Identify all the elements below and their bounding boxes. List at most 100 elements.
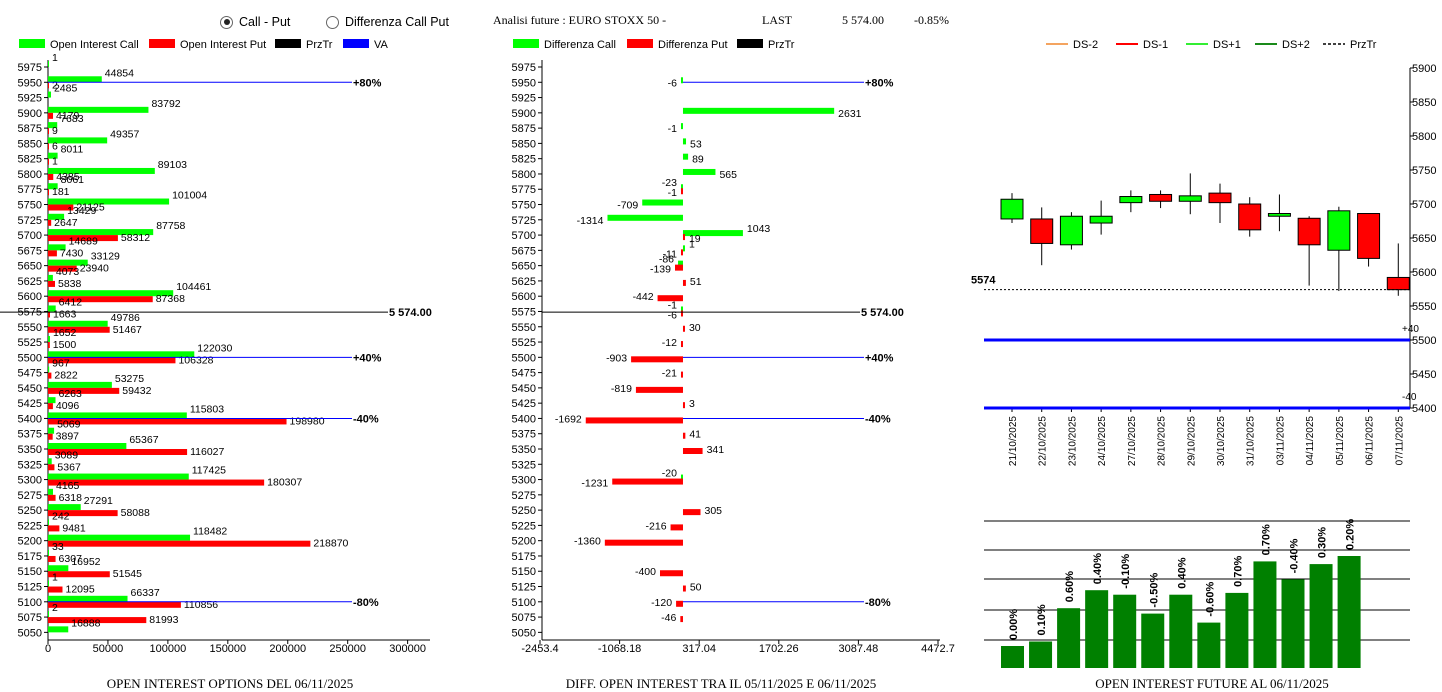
y-tick-label: 5375 — [18, 429, 42, 441]
y-tick-label: 5700 — [512, 230, 536, 242]
put-bar — [48, 433, 53, 440]
put-diff-label: -46 — [661, 612, 676, 624]
y-tick-label: 5625 — [18, 276, 42, 288]
legend-swatch — [737, 39, 763, 48]
y-tick-label: 5275 — [512, 490, 536, 502]
candle-body — [1149, 193, 1173, 202]
call-value-label: 33 — [52, 541, 64, 553]
legend-swatch — [627, 39, 653, 48]
put-diff-bar — [682, 432, 686, 439]
call-value-label: 87758 — [156, 220, 185, 232]
y-tick-label: 5775 — [18, 184, 42, 196]
call-bar — [48, 595, 128, 602]
put-diff-bar — [682, 448, 703, 454]
candle-body — [1357, 213, 1381, 259]
call-bar — [48, 397, 56, 404]
put-value-label: 180307 — [267, 477, 302, 489]
call-value-label: 242 — [52, 510, 70, 522]
y-tick-label: 5475 — [512, 368, 536, 380]
put-value-label: 6307 — [59, 553, 83, 565]
call-bar — [48, 336, 50, 343]
legend-label: PrzTr — [768, 39, 795, 51]
y-tick-label: 5350 — [18, 444, 42, 456]
put-bar — [48, 235, 118, 242]
candle-body — [1030, 218, 1054, 244]
put-bar — [48, 540, 311, 547]
call-bar — [48, 122, 58, 129]
call-bar — [48, 290, 174, 297]
call-value-label: 44854 — [105, 67, 134, 79]
call-value-label: 8061 — [61, 174, 85, 186]
y-tick-label: 5875 — [18, 123, 42, 135]
put-value-label: 21125 — [76, 202, 105, 214]
y-tick-label: 5500 — [512, 352, 536, 364]
y-tick-label: 5775 — [512, 184, 536, 196]
put-diff-bar — [680, 371, 683, 378]
legend-label: Differenza Put — [658, 39, 728, 51]
call-value-label: 16952 — [71, 556, 100, 568]
y-tick-label: 5950 — [18, 77, 42, 89]
put-bar — [48, 372, 52, 379]
put-value-label: 87368 — [156, 293, 185, 305]
put-diff-label: 3 — [689, 398, 695, 410]
put-diff-bar — [659, 570, 683, 577]
put-value-label: 9 — [52, 125, 58, 137]
y-tick-label: 5250 — [18, 505, 42, 517]
put-diff-label: -1 — [668, 187, 677, 199]
call-bar — [48, 167, 155, 174]
call-bar — [48, 427, 55, 434]
put-bar — [48, 158, 49, 165]
y-tick-label: 5700 — [18, 230, 42, 242]
prztr-label: 5 574.00 — [861, 307, 904, 319]
put-diff-label: -6 — [668, 309, 677, 321]
x-tick-label: 30/10/2025 — [1216, 416, 1227, 466]
y-tick-label: 5725 — [18, 215, 42, 227]
put-bar — [48, 571, 110, 578]
call-bar — [48, 198, 170, 205]
y-tick-label: 5950 — [512, 77, 536, 89]
put-diff-label: -400 — [635, 566, 656, 578]
legend-swatch — [149, 39, 175, 48]
y-tick-label: 5250 — [512, 505, 536, 517]
va-label: +40% — [353, 352, 382, 364]
radio-selected-icon[interactable] — [220, 15, 233, 29]
call-bar — [48, 504, 81, 511]
call-bar — [48, 611, 49, 618]
y-tick-label: 5875 — [512, 123, 536, 135]
chart-title: OPEN INTEREST FUTURE AL 06/11/2025 — [1095, 676, 1329, 691]
y-tick-label: 5750 — [1412, 165, 1436, 177]
put-bar — [48, 128, 49, 135]
call-diff-label: 565 — [719, 169, 737, 181]
put-bar — [48, 112, 54, 119]
prztr-label: 5574 — [971, 275, 996, 287]
call-diff-bar — [680, 123, 683, 130]
y-tick-label: 5450 — [1412, 369, 1436, 381]
y-tick-label: 5425 — [18, 398, 42, 410]
put-bar — [48, 510, 118, 517]
put-bar — [48, 296, 153, 303]
options-oi-panel: Open Interest Call Open Interest Put PrzTr… — [0, 39, 432, 691]
put-diff-label: -216 — [646, 520, 667, 532]
put-value-label: 51545 — [113, 568, 142, 580]
oi-bar-label: 0.00% — [1008, 609, 1020, 640]
candle-body — [1089, 215, 1113, 224]
oi-bar — [1169, 594, 1193, 668]
put-diff-label: -442 — [633, 291, 654, 303]
put-bar — [48, 449, 188, 455]
call-value-label: 118482 — [193, 526, 227, 538]
radio-unselected-icon[interactable] — [326, 15, 339, 29]
y-tick-label: 5475 — [18, 368, 42, 380]
radio-diff-call-put[interactable]: Differenza Call Put — [326, 15, 449, 29]
candle-body — [1297, 217, 1321, 246]
call-bar — [48, 244, 66, 251]
last-label: LAST — [762, 13, 792, 27]
call-diff-label: 89 — [692, 154, 704, 166]
call-bar — [48, 305, 56, 312]
oi-bar — [1029, 641, 1053, 668]
y-tick-label: 5450 — [18, 383, 42, 395]
call-diff-bar — [680, 306, 683, 313]
oi-bar — [1141, 613, 1165, 668]
call-diff-label: -1314 — [577, 215, 604, 227]
put-bar — [48, 189, 49, 196]
radio-call-put[interactable]: Call - Put — [220, 15, 290, 29]
